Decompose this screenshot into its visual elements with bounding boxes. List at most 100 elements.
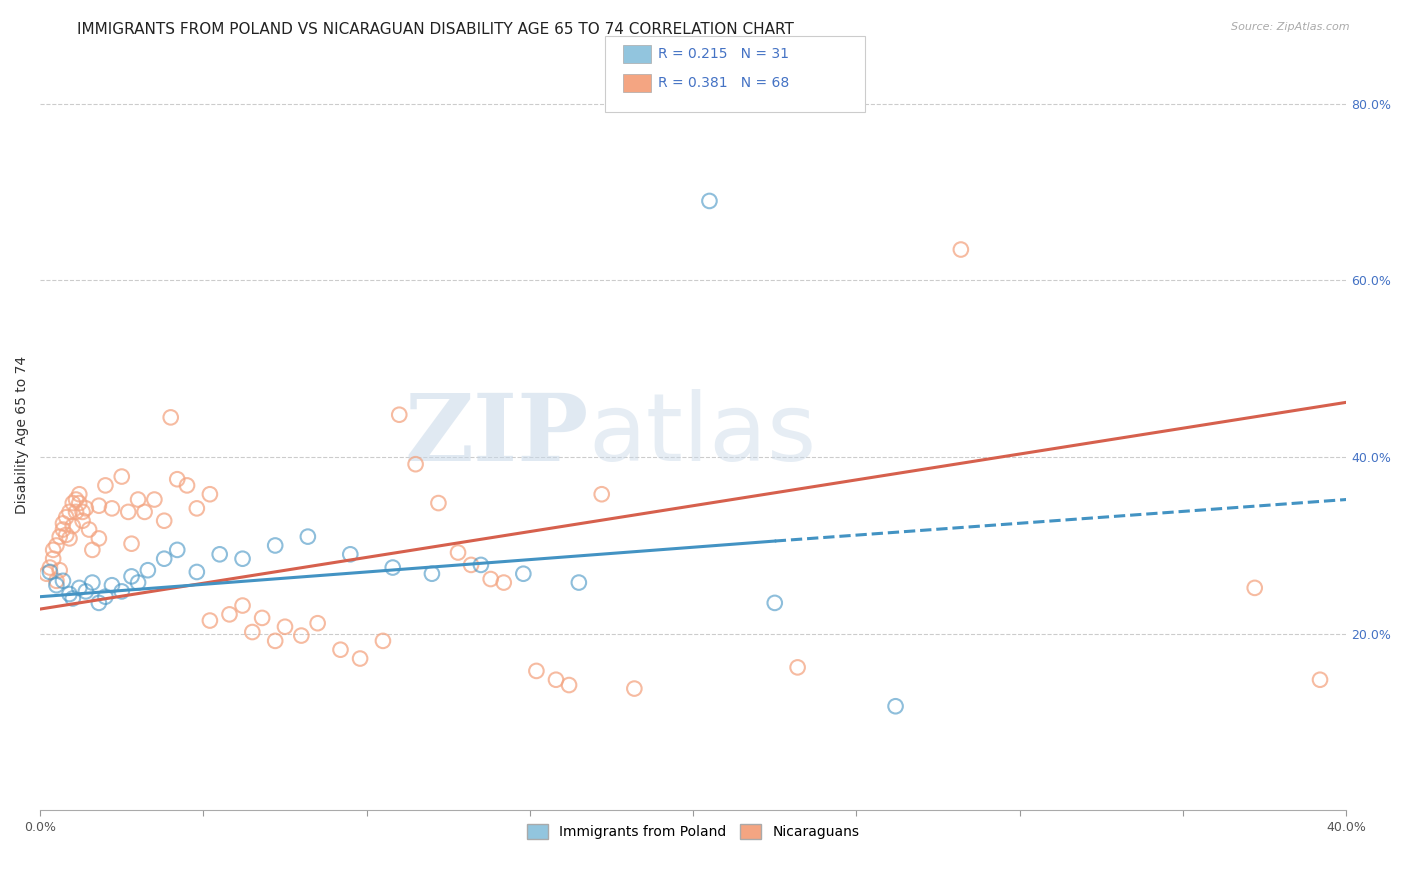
Point xyxy=(198,614,221,628)
Point xyxy=(250,611,273,625)
Point xyxy=(166,542,188,557)
Legend: Immigrants from Poland, Nicaraguans: Immigrants from Poland, Nicaraguans xyxy=(522,819,865,845)
Point xyxy=(371,633,394,648)
Point xyxy=(67,487,90,501)
Point xyxy=(470,558,492,572)
Point xyxy=(42,551,65,566)
Point xyxy=(127,492,149,507)
Point xyxy=(143,492,166,507)
Point xyxy=(82,575,104,590)
Point xyxy=(52,574,75,588)
Point xyxy=(405,457,427,471)
Point xyxy=(55,510,77,524)
Text: R = 0.381   N = 68: R = 0.381 N = 68 xyxy=(658,76,789,90)
Point xyxy=(77,523,100,537)
Point xyxy=(232,599,254,613)
Point xyxy=(159,410,181,425)
Point xyxy=(232,551,254,566)
Point xyxy=(166,472,188,486)
Point xyxy=(87,532,110,546)
Point xyxy=(52,523,75,537)
Point xyxy=(512,566,534,581)
Text: ZIP: ZIP xyxy=(405,390,589,480)
Point xyxy=(67,496,90,510)
Point xyxy=(176,478,198,492)
Point xyxy=(42,542,65,557)
Point xyxy=(35,566,58,581)
Point xyxy=(198,487,221,501)
Point xyxy=(72,505,94,519)
Point xyxy=(121,537,143,551)
Point xyxy=(38,560,60,574)
Point xyxy=(290,629,312,643)
Point xyxy=(884,699,907,714)
Point xyxy=(339,547,361,561)
Point xyxy=(297,530,319,544)
Point xyxy=(699,194,721,208)
Point xyxy=(492,575,515,590)
Point xyxy=(67,581,90,595)
Point xyxy=(479,572,502,586)
Point xyxy=(72,514,94,528)
Point xyxy=(94,478,117,492)
Point xyxy=(117,505,139,519)
Point xyxy=(388,408,411,422)
Point xyxy=(153,514,176,528)
Point xyxy=(786,660,808,674)
Point xyxy=(218,607,240,622)
Y-axis label: Disability Age 65 to 74: Disability Age 65 to 74 xyxy=(15,356,30,514)
Point xyxy=(420,566,443,581)
Text: R = 0.215   N = 31: R = 0.215 N = 31 xyxy=(658,47,789,62)
Point xyxy=(75,584,97,599)
Point xyxy=(45,574,67,588)
Point xyxy=(526,664,548,678)
Point xyxy=(949,243,972,257)
Point xyxy=(558,678,581,692)
Point xyxy=(101,578,124,592)
Point xyxy=(460,558,482,572)
Point xyxy=(58,532,80,546)
Point xyxy=(240,625,263,640)
Point xyxy=(623,681,645,696)
Text: Source: ZipAtlas.com: Source: ZipAtlas.com xyxy=(1232,22,1350,32)
Point xyxy=(136,563,159,577)
Point xyxy=(591,487,613,501)
Point xyxy=(1243,581,1265,595)
Point xyxy=(48,563,70,577)
Point xyxy=(55,528,77,542)
Point xyxy=(264,539,287,553)
Point xyxy=(329,642,352,657)
Point xyxy=(101,501,124,516)
Point xyxy=(544,673,567,687)
Text: atlas: atlas xyxy=(589,389,817,481)
Point xyxy=(427,496,450,510)
Point xyxy=(87,596,110,610)
Point xyxy=(62,591,84,606)
Point xyxy=(349,651,371,665)
Point xyxy=(62,496,84,510)
Point xyxy=(38,565,60,579)
Point xyxy=(52,516,75,531)
Point xyxy=(264,633,287,648)
Point xyxy=(186,501,208,516)
Point xyxy=(94,590,117,604)
Point xyxy=(307,616,329,631)
Point xyxy=(568,575,591,590)
Point xyxy=(127,575,149,590)
Point xyxy=(763,596,786,610)
Point xyxy=(153,551,176,566)
Point xyxy=(186,565,208,579)
Point xyxy=(75,501,97,516)
Point xyxy=(381,560,404,574)
Point xyxy=(111,584,134,599)
Point xyxy=(274,620,297,634)
Point xyxy=(45,578,67,592)
Point xyxy=(45,539,67,553)
Point xyxy=(111,469,134,483)
Point xyxy=(48,530,70,544)
Point xyxy=(65,492,87,507)
Point xyxy=(82,542,104,557)
Point xyxy=(58,505,80,519)
Point xyxy=(121,569,143,583)
Point xyxy=(208,547,231,561)
